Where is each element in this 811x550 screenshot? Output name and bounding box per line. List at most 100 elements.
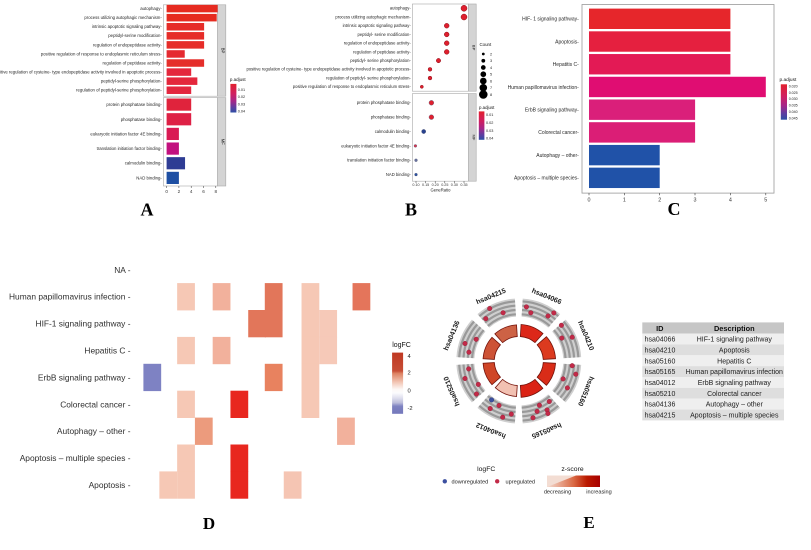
svg-text:peptidyl-serine modification-: peptidyl-serine modification-: [108, 33, 162, 38]
svg-text:translation initiation factor: translation initiation factor binding-: [97, 146, 163, 151]
svg-text:p.adjust: p.adjust: [479, 105, 495, 110]
svg-text:downregulated: downregulated: [452, 479, 489, 485]
svg-text:intrinsic apoptotic signaling: intrinsic apoptotic signaling pathway-: [343, 23, 412, 28]
svg-text:process utilizing autophagic m: process utilizing autophagic mechanism-: [335, 14, 411, 19]
svg-text:hsa05210: hsa05210: [645, 391, 676, 398]
svg-text:0: 0: [588, 198, 591, 204]
svg-text:autophagy-: autophagy-: [140, 6, 162, 11]
svg-text:NAD binding-: NAD binding-: [386, 172, 412, 177]
svg-text:0.03: 0.03: [238, 102, 245, 106]
svg-text:0.20: 0.20: [432, 183, 439, 187]
svg-text:Human papillomavirus infection: Human papillomavirus infection: [686, 369, 783, 376]
svg-text:Human papillomavirus infection: Human papillomavirus infection-: [508, 85, 579, 91]
svg-text:0.045: 0.045: [789, 117, 798, 121]
svg-text:0.025: 0.025: [789, 91, 798, 95]
svg-text:0.02: 0.02: [486, 121, 493, 125]
svg-text:0.04: 0.04: [486, 137, 493, 141]
svg-text:Apoptosis -: Apoptosis -: [89, 480, 131, 490]
svg-text:NA -: NA -: [114, 265, 130, 275]
svg-text:hsa04210: hsa04210: [645, 347, 676, 354]
svg-text:0.035: 0.035: [789, 104, 798, 108]
svg-text:calmodulin binding-: calmodulin binding-: [375, 129, 412, 134]
svg-text:regulation of endopeptidase ac: regulation of endopeptidase activity-: [93, 42, 162, 47]
svg-text:ErbB signaling pathway-: ErbB signaling pathway-: [525, 108, 579, 114]
svg-text:2: 2: [408, 371, 411, 377]
svg-text:BP: BP: [471, 45, 476, 51]
svg-text:NAD binding-: NAD binding-: [136, 175, 162, 180]
svg-text:decreasing: decreasing: [544, 489, 571, 495]
svg-text:intrinsic apoptotic signaling: intrinsic apoptotic signaling pathway-: [92, 24, 163, 29]
svg-text:hsa04136: hsa04136: [645, 402, 676, 409]
svg-text:BP: BP: [221, 48, 226, 54]
svg-text:Hepatitis C -: Hepatitis C -: [84, 346, 130, 356]
svg-text:process utilizing autophagic m: process utilizing autophagic mechanism-: [84, 15, 162, 20]
svg-text:positive regulation of cystein: positive regulation of cysteine- type en…: [0, 70, 162, 75]
svg-text:p.adjust: p.adjust: [780, 77, 797, 83]
svg-text:hsa04066: hsa04066: [645, 337, 676, 344]
svg-text:hsa04012: hsa04012: [645, 380, 676, 387]
svg-text:peptidyl- serine modification-: peptidyl- serine modification-: [357, 32, 411, 37]
svg-text:hsa05165: hsa05165: [645, 369, 676, 376]
svg-text:3: 3: [694, 198, 697, 204]
svg-text:0.25: 0.25: [441, 183, 448, 187]
svg-text:4: 4: [490, 66, 492, 70]
svg-text:regulation of peptidase activi: regulation of peptidase activity-: [353, 49, 411, 54]
svg-text:6: 6: [202, 189, 205, 194]
svg-text:HIF- 1 signaling pathway-: HIF- 1 signaling pathway-: [522, 17, 579, 23]
svg-text:E: E: [583, 513, 594, 532]
svg-text:p.adjust: p.adjust: [230, 77, 247, 82]
svg-text:phosphatase binding-: phosphatase binding-: [121, 117, 163, 122]
svg-text:0: 0: [408, 388, 411, 394]
svg-text:phosphatase binding-: phosphatase binding-: [371, 115, 412, 120]
svg-text:eukaryotic initiation factor 4: eukaryotic initiation factor 4E binding-: [90, 131, 162, 136]
svg-text:GeneRatio: GeneRatio: [430, 188, 451, 193]
svg-text:0.30: 0.30: [451, 183, 458, 187]
svg-text:C: C: [668, 199, 681, 219]
svg-text:2: 2: [178, 189, 181, 194]
svg-text:4: 4: [408, 354, 412, 360]
svg-text:eukaryotic initiation factor 4: eukaryotic initiation factor 4E binding-: [341, 143, 411, 148]
svg-text:hsa04012: hsa04012: [475, 421, 507, 440]
svg-text:4: 4: [190, 189, 193, 194]
svg-text:6: 6: [490, 79, 492, 83]
svg-text:2: 2: [658, 198, 661, 204]
svg-text:1: 1: [623, 198, 626, 204]
svg-text:upregulated: upregulated: [506, 479, 536, 485]
svg-text:peptidyl- serine phosphorylati: peptidyl- serine phosphorylation-: [350, 58, 411, 63]
svg-text:5: 5: [490, 73, 492, 77]
svg-text:HIF-1 signaling pathway -: HIF-1 signaling pathway -: [36, 319, 131, 329]
svg-text:0.35: 0.35: [460, 183, 467, 187]
svg-text:Autophagy – other -: Autophagy – other -: [57, 426, 131, 436]
svg-text:Colorectal cancer-: Colorectal cancer-: [538, 130, 579, 136]
svg-text:Count: Count: [480, 42, 492, 47]
svg-text:increasing: increasing: [586, 489, 612, 495]
svg-text:Apoptosis – multiple species -: Apoptosis – multiple species -: [20, 453, 131, 463]
svg-text:hsa05210: hsa05210: [443, 375, 462, 407]
svg-text:positive regulation of respons: positive regulation of response to endop…: [41, 51, 163, 56]
svg-text:Colorectal cancer: Colorectal cancer: [707, 391, 762, 398]
svg-text:8: 8: [490, 93, 492, 97]
svg-text:positive regulation of respons: positive regulation of response to endop…: [293, 84, 412, 89]
svg-text:7: 7: [490, 86, 492, 90]
svg-text:logFC: logFC: [477, 466, 495, 473]
svg-text:MF: MF: [471, 135, 476, 141]
svg-text:0: 0: [165, 189, 168, 194]
svg-text:Autophagy – other-: Autophagy – other-: [536, 153, 579, 159]
svg-text:Hepatitis C: Hepatitis C: [717, 358, 751, 365]
svg-text:Apoptosis – multiple species: Apoptosis – multiple species: [690, 413, 779, 420]
svg-text:Apoptosis – multiple species-: Apoptosis – multiple species-: [514, 176, 579, 182]
svg-text:ErbB signaling pathway: ErbB signaling pathway: [698, 380, 772, 387]
svg-text:hsa05160: hsa05160: [576, 375, 595, 407]
svg-text:hsa05160: hsa05160: [645, 358, 676, 365]
svg-text:0.10: 0.10: [412, 183, 419, 187]
svg-text:Description: Description: [714, 324, 755, 333]
svg-text:D: D: [203, 514, 215, 533]
svg-text:positive regulation of cystein: positive regulation of cysteine- type en…: [246, 67, 411, 72]
svg-text:Apoptosis-: Apoptosis-: [555, 39, 579, 45]
svg-text:calmodulin binding-: calmodulin binding-: [125, 161, 163, 166]
svg-text:0.030: 0.030: [789, 97, 798, 101]
svg-text:regulation of endopeptidase ac: regulation of endopeptidase activity-: [344, 41, 412, 46]
svg-text:z-score: z-score: [561, 466, 584, 473]
svg-text:regulation of peptidyl- serine: regulation of peptidyl- serine phosphory…: [326, 76, 411, 81]
svg-text:translation initiation factor: translation initiation factor binding-: [347, 158, 411, 163]
